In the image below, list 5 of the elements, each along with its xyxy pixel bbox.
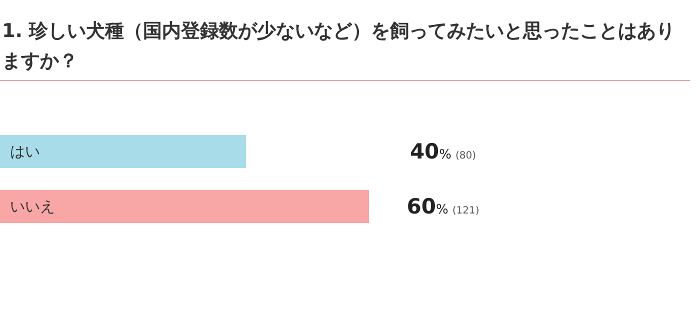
chart-title: 1. 珍しい犬種（国内登録数が少ないなど）を飼ってみたいと思ったことはありますか？ [2, 20, 676, 72]
data-label: 40% (80) [410, 140, 476, 164]
data-label: 60% (121) [406, 194, 480, 218]
y-tick-label: はい [10, 142, 40, 160]
y-tick-label: いいえ [10, 198, 55, 216]
